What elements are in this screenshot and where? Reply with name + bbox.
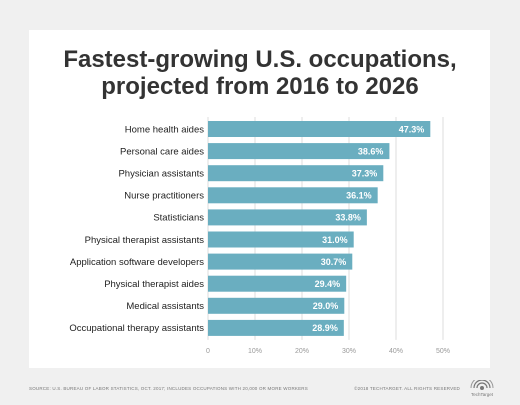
data-label: 31.0% (322, 235, 348, 245)
bar (208, 143, 390, 160)
x-tick-label: 40% (389, 348, 403, 355)
chart-title: Fastest-growing U.S. occupations, projec… (0, 46, 520, 100)
x-tick-label: 0 (206, 348, 210, 355)
category-labels: Home health aides Personal care aides Phys… (69, 124, 204, 334)
bar (208, 209, 367, 226)
chart-title-line-1: Fastest-growing U.S. occupations, (63, 46, 457, 73)
data-label: 30.7% (321, 257, 347, 267)
category-label: Physician assistants (118, 169, 204, 180)
category-label: Personal care aides (120, 146, 204, 157)
x-axis-ticks: 0 10% 20% 30% 40% 50% (206, 348, 450, 355)
bars: 47.3% 38.6% 37.3% 36.1% 33.8% 31.0% 30.7% 29.4%… (208, 121, 431, 336)
x-tick-label: 20% (295, 348, 309, 355)
data-label: 36.1% (346, 191, 372, 201)
data-label: 47.3% (399, 124, 425, 134)
data-label: 33.8% (335, 213, 361, 223)
category-label: Physical therapist aides (104, 279, 204, 290)
bar (208, 165, 384, 182)
category-label: Occupational therapy assistants (69, 323, 204, 334)
category-label: Home health aides (125, 124, 204, 135)
logo-icon (470, 376, 494, 390)
logo-text: TechTarget (470, 392, 493, 397)
category-label: Medical assistants (126, 301, 204, 312)
copyright-note: ©2018 TECHTARGET. ALL RIGHTS RESERVED (354, 386, 460, 391)
bar (208, 319, 344, 336)
category-label: Statisticians (153, 213, 204, 224)
chart-title-line-2: projected from 2016 to 2026 (101, 73, 419, 100)
category-label: Nurse practitioners (124, 191, 204, 202)
bar (208, 231, 354, 248)
bar (208, 121, 431, 137)
category-label: Application software developers (70, 257, 204, 268)
bar (208, 297, 345, 314)
x-tick-label: 10% (248, 348, 262, 355)
source-note: SOURCE: U.S. BUREAU OF LABOR STATISTICS,… (29, 386, 308, 391)
techtarget-logo: TechTarget (466, 376, 498, 400)
data-label: 37.3% (352, 169, 378, 179)
bar (208, 275, 347, 292)
x-tick-label: 50% (436, 348, 450, 355)
data-label: 38.6% (358, 146, 384, 156)
bar (208, 187, 378, 204)
data-label: 29.0% (313, 301, 339, 311)
data-label: 29.4% (315, 279, 341, 289)
data-label: 28.9% (312, 323, 338, 333)
bar (208, 253, 353, 270)
x-tick-label: 30% (342, 348, 356, 355)
category-label: Physical therapist assistants (85, 235, 205, 246)
